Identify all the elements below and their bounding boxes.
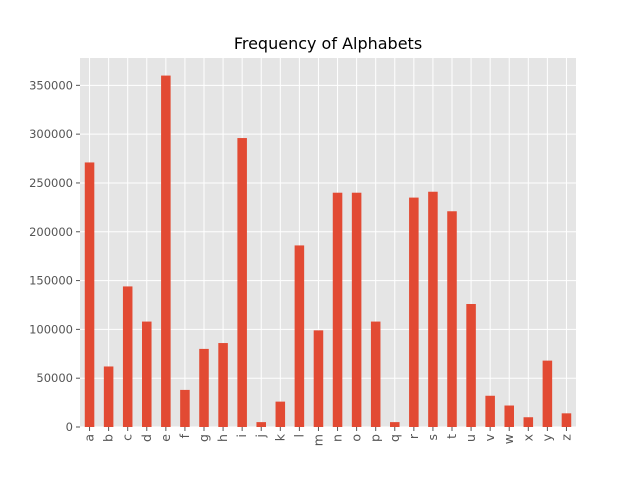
bar-t xyxy=(447,211,457,427)
bar-o xyxy=(351,192,362,427)
chart-title: Frequency of Alphabets xyxy=(234,34,422,53)
bar-j xyxy=(256,422,266,427)
x-tick-label: t xyxy=(444,434,459,439)
x-tick-label: b xyxy=(101,434,116,442)
x-tick-label: g xyxy=(196,434,211,442)
x-tick-label: d xyxy=(139,434,154,442)
y-tick-label: 200000 xyxy=(29,225,73,239)
x-tick-label: q xyxy=(387,434,402,442)
y-tick-label: 350000 xyxy=(29,78,73,92)
y-tick-label: 150000 xyxy=(29,274,73,288)
x-tick-label: s xyxy=(425,434,440,441)
bar-e xyxy=(161,75,171,428)
bar-q xyxy=(390,422,400,427)
bar-x xyxy=(523,417,534,427)
x-tick-label: m xyxy=(310,434,325,446)
y-axis-ticks: 0 50000 100000 150000 200000 250000 300000 3500… xyxy=(29,78,80,434)
bar-a xyxy=(84,162,95,427)
bar-k xyxy=(275,401,286,427)
x-tick-label: y xyxy=(539,433,554,441)
y-tick-label: 100000 xyxy=(29,322,73,336)
bar-s xyxy=(428,191,438,427)
x-tick-label: u xyxy=(463,434,478,442)
y-tick-label: 300000 xyxy=(29,127,73,141)
x-tick-label: f xyxy=(177,433,192,438)
bar-w xyxy=(504,405,514,427)
bar-m xyxy=(313,330,324,427)
x-tick-label: j xyxy=(253,434,268,438)
bar-d xyxy=(142,321,152,427)
bar-z xyxy=(561,413,572,427)
x-tick-label: p xyxy=(368,434,383,442)
bar-h xyxy=(218,343,228,427)
x-tick-label: k xyxy=(272,433,287,441)
x-tick-label: e xyxy=(158,434,173,442)
bar-u xyxy=(466,304,476,427)
x-tick-label: n xyxy=(330,434,345,442)
x-tick-label: h xyxy=(215,434,230,442)
bar-p xyxy=(370,321,381,427)
y-tick-label: 250000 xyxy=(29,176,73,190)
bar-g xyxy=(199,348,209,427)
x-tick-label: w xyxy=(501,434,516,444)
x-tick-label: v xyxy=(482,433,497,441)
x-tick-label: c xyxy=(120,434,135,441)
x-tick-label: o xyxy=(349,434,364,442)
bar-r xyxy=(409,197,419,427)
bar-c xyxy=(122,286,133,427)
x-tick-label: a xyxy=(82,434,97,442)
bar-y xyxy=(542,360,553,427)
bar-l xyxy=(294,245,305,427)
bar-i xyxy=(237,138,247,428)
bars xyxy=(84,75,572,428)
x-tick-label: x xyxy=(520,434,535,441)
bar-b xyxy=(103,366,114,427)
bar-v xyxy=(485,395,495,427)
y-tick-label: 50000 xyxy=(36,371,73,385)
bar-n xyxy=(332,192,343,427)
y-tick-label: 0 xyxy=(66,420,73,434)
bar-f xyxy=(180,389,190,427)
x-tick-label: i xyxy=(234,434,249,437)
x-tick-label: r xyxy=(406,433,421,439)
plot-background xyxy=(80,58,576,427)
x-tick-label: l xyxy=(291,434,306,437)
x-tick-label: z xyxy=(558,434,573,441)
